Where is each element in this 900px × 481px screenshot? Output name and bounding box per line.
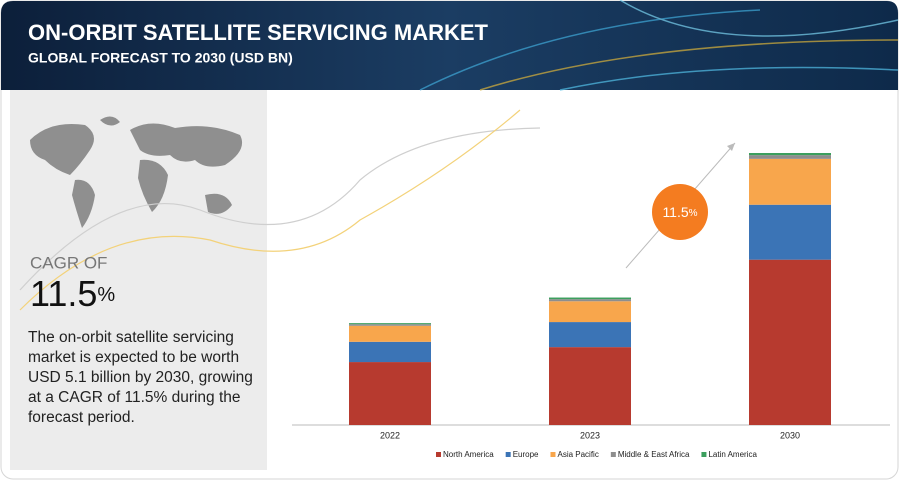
bar-segment (549, 297, 631, 300)
bar-segment (549, 299, 631, 302)
legend-label: Latin America (708, 450, 757, 459)
description: The on-orbit satellite servicing market … (28, 329, 253, 426)
header-lines (419, 0, 899, 91)
x-tick-label: 2030 (780, 430, 800, 440)
bar-segment (749, 158, 831, 205)
bubble-number: 11.5 (662, 204, 688, 220)
title: ON-ORBIT SATELLITE SERVICING MARKET (28, 20, 489, 45)
bar-segment (349, 341, 431, 363)
bubble-unit: % (689, 208, 698, 219)
legend-swatch (701, 452, 707, 457)
cagr-value: 11.5% (30, 273, 115, 314)
cagr-number: 11.5 (30, 273, 97, 314)
bar-segment (349, 325, 431, 342)
decor-curves (19, 109, 541, 311)
legend-label: Middle & East Africa (618, 450, 690, 459)
bar-segment (349, 362, 431, 425)
legend-label: Asia Pacific (557, 450, 598, 459)
cagr-bubble (652, 184, 708, 240)
bar-segment (749, 259, 831, 425)
bar-segment (749, 204, 831, 260)
arrow-head (727, 143, 735, 151)
bar-segment (749, 153, 831, 156)
world-map (30, 116, 243, 228)
bar-segment (549, 347, 631, 425)
x-tick-label: 2023 (580, 430, 600, 440)
legend-label: Europe (513, 450, 539, 459)
subtitle: GLOBAL FORECAST TO 2030 (USD BN) (28, 50, 293, 66)
cagr-label: CAGR OF (30, 253, 107, 272)
bar-segment (549, 322, 631, 348)
legend-label: North America (443, 450, 494, 459)
legend-swatch (550, 452, 556, 457)
legend-swatch (505, 452, 511, 457)
bubble-label: 11.5% (662, 204, 697, 220)
bar-segment (749, 155, 831, 159)
legend-swatch (610, 452, 616, 457)
legend-swatch (436, 452, 441, 457)
bar-segment (349, 323, 431, 325)
bar-segment (349, 324, 431, 326)
bar-segment (549, 301, 631, 323)
description-box: The on-orbit satellite servicing market … (28, 329, 253, 426)
x-tick-label: 2022 (380, 430, 400, 440)
cagr-unit: % (97, 284, 115, 306)
